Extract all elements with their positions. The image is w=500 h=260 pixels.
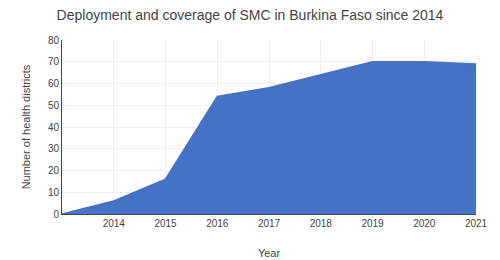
svg-text:20: 20 [48, 165, 60, 176]
svg-text:10: 10 [48, 187, 60, 198]
svg-text:2018: 2018 [310, 218, 333, 229]
svg-text:2015: 2015 [154, 218, 177, 229]
svg-text:Year: Year [258, 247, 281, 259]
svg-text:2016: 2016 [206, 218, 229, 229]
svg-text:2014: 2014 [103, 218, 126, 229]
svg-text:2019: 2019 [361, 218, 384, 229]
svg-text:50: 50 [48, 100, 60, 111]
svg-text:2021: 2021 [465, 218, 488, 229]
svg-text:30: 30 [48, 143, 60, 154]
svg-text:Deployment and coverage of SMC: Deployment and coverage of SMC in Burkin… [57, 7, 444, 23]
svg-text:80: 80 [48, 35, 60, 46]
svg-text:40: 40 [48, 122, 60, 133]
svg-text:0: 0 [53, 209, 59, 220]
svg-text:Number of health districts: Number of health districts [20, 64, 32, 189]
svg-text:60: 60 [48, 78, 60, 89]
svg-text:70: 70 [48, 56, 60, 67]
svg-text:2020: 2020 [413, 218, 436, 229]
svg-text:2017: 2017 [258, 218, 281, 229]
